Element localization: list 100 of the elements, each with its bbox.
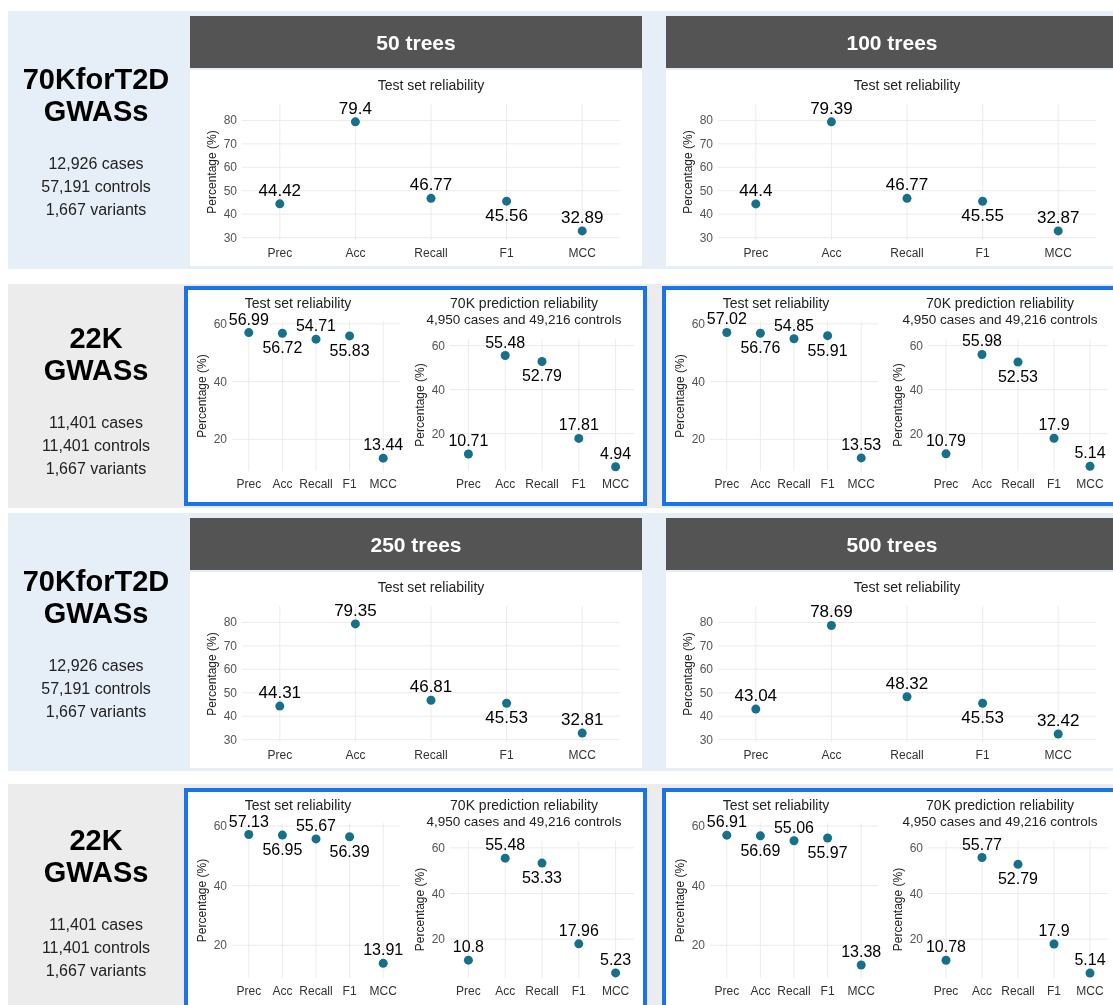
- y-tick-label: 60: [691, 818, 706, 833]
- y-tick-label: 40: [223, 709, 238, 724]
- x-tick-label: Acc: [495, 984, 516, 998]
- x-tick-label: Recall: [777, 984, 811, 998]
- point: [1013, 357, 1023, 367]
- chart-title: 70K prediction reliability: [450, 295, 598, 311]
- x-tick-label: Recall: [1001, 984, 1035, 998]
- text: 11,401 controls: [41, 437, 151, 455]
- x-tick-label: Recall: [414, 246, 448, 260]
- y-tick-label: 60: [213, 316, 228, 331]
- x-tick-label: Prec: [456, 984, 481, 998]
- y-tick-label: 40: [699, 709, 714, 724]
- text: 22K GWASs: [43, 322, 149, 387]
- x-tick-label: Acc: [272, 477, 293, 491]
- x-tick-label: Acc: [750, 477, 771, 491]
- point: [277, 328, 287, 338]
- y-axis-title: Percentage (%): [205, 632, 219, 716]
- data-label: 55.48: [485, 836, 526, 854]
- data-label: 32.89: [560, 207, 604, 227]
- point: [577, 728, 587, 738]
- point: [722, 830, 732, 840]
- x-tick-label: F1: [571, 984, 587, 998]
- chart-title: Test set reliability: [244, 295, 352, 311]
- data-label: 32.87: [1036, 207, 1080, 227]
- text: 11,401 cases: [49, 414, 143, 432]
- data-label: 56.95: [262, 841, 303, 859]
- data-label: 44.31: [258, 683, 302, 703]
- point: [502, 196, 512, 206]
- x-tick-label: Recall: [414, 748, 448, 762]
- x-tick-label: F1: [975, 246, 990, 260]
- data-label: 57.13: [228, 812, 269, 830]
- data-label: 46.77: [885, 175, 929, 195]
- text: 1,667 variants: [45, 703, 147, 721]
- y-tick-label: 60: [431, 840, 446, 855]
- point: [977, 349, 987, 359]
- x-tick-label: Prec: [236, 477, 262, 491]
- data-label: 55.83: [329, 341, 370, 359]
- point: [751, 199, 761, 209]
- x-tick-label: MCC: [369, 984, 398, 998]
- x-tick-label: Acc: [971, 984, 993, 998]
- y-tick-label: 60: [431, 338, 446, 353]
- data-label: 44.42: [258, 180, 302, 200]
- x-tick-label: F1: [571, 477, 587, 491]
- point: [902, 692, 912, 702]
- data-label: 55.06: [773, 818, 815, 836]
- chart-title: Test set reliability: [377, 579, 485, 595]
- x-tick-label: MCC: [601, 477, 630, 491]
- point: [500, 351, 510, 361]
- x-tick-label: Acc: [345, 748, 366, 762]
- data-label: 13.91: [363, 941, 404, 959]
- y-tick-label: 40: [431, 382, 446, 397]
- x-tick-label: MCC: [601, 984, 630, 998]
- y-tick-label: 20: [909, 932, 924, 947]
- point: [426, 695, 436, 705]
- text: 1,667 variants: [45, 201, 147, 219]
- x-tick-label: MCC: [847, 984, 876, 998]
- point: [426, 193, 436, 203]
- chart-title: Test set reliability: [853, 77, 961, 93]
- y-tick-label: 30: [223, 732, 238, 747]
- text: 22K GWASs: [43, 824, 149, 889]
- chart-title: 70K prediction reliability: [450, 797, 598, 813]
- x-tick-label: Prec: [456, 477, 481, 491]
- text: 250 trees: [370, 533, 462, 556]
- chart-title: Test set reliability: [377, 77, 485, 93]
- data-label: 5.23: [600, 950, 632, 968]
- y-tick-label: 40: [699, 207, 714, 222]
- x-tick-label: F1: [499, 246, 514, 260]
- y-axis-title: Percentage (%): [413, 363, 427, 447]
- data-label: 56.39: [329, 842, 370, 860]
- x-tick-label: Recall: [1001, 477, 1035, 491]
- y-axis-title: Percentage (%): [673, 354, 687, 438]
- data-label: 56.76: [740, 339, 781, 357]
- x-tick-label: Recall: [890, 748, 924, 762]
- data-label: 45.53: [485, 708, 528, 728]
- x-tick-label: Recall: [525, 477, 559, 491]
- chart-subtitle: 4,950 cases and 49,216 controls: [902, 312, 1098, 327]
- point: [502, 698, 512, 708]
- point: [1085, 968, 1095, 978]
- y-tick-label: 40: [909, 382, 924, 397]
- x-tick-label: Recall: [777, 477, 811, 491]
- data-label: 46.81: [409, 677, 453, 697]
- point: [1053, 226, 1063, 236]
- point: [722, 327, 732, 337]
- chart-subtitle: 4,950 cases and 49,216 controls: [902, 814, 1098, 829]
- data-label: 10.79: [925, 431, 967, 449]
- y-tick-label: 60: [909, 338, 924, 353]
- point: [537, 858, 547, 868]
- point: [941, 955, 951, 965]
- point: [244, 328, 254, 338]
- data-label: 55.97: [807, 843, 848, 861]
- text: 57,191 controls: [41, 178, 151, 196]
- data-label: 45.53: [961, 708, 1004, 728]
- point: [611, 462, 621, 472]
- data-label: 79.4: [338, 98, 372, 118]
- y-tick-label: 30: [699, 230, 714, 245]
- point: [826, 117, 836, 127]
- y-tick-label: 60: [213, 818, 228, 833]
- x-tick-label: Prec: [714, 477, 740, 491]
- x-tick-label: F1: [820, 984, 835, 998]
- x-tick-label: Acc: [495, 477, 516, 491]
